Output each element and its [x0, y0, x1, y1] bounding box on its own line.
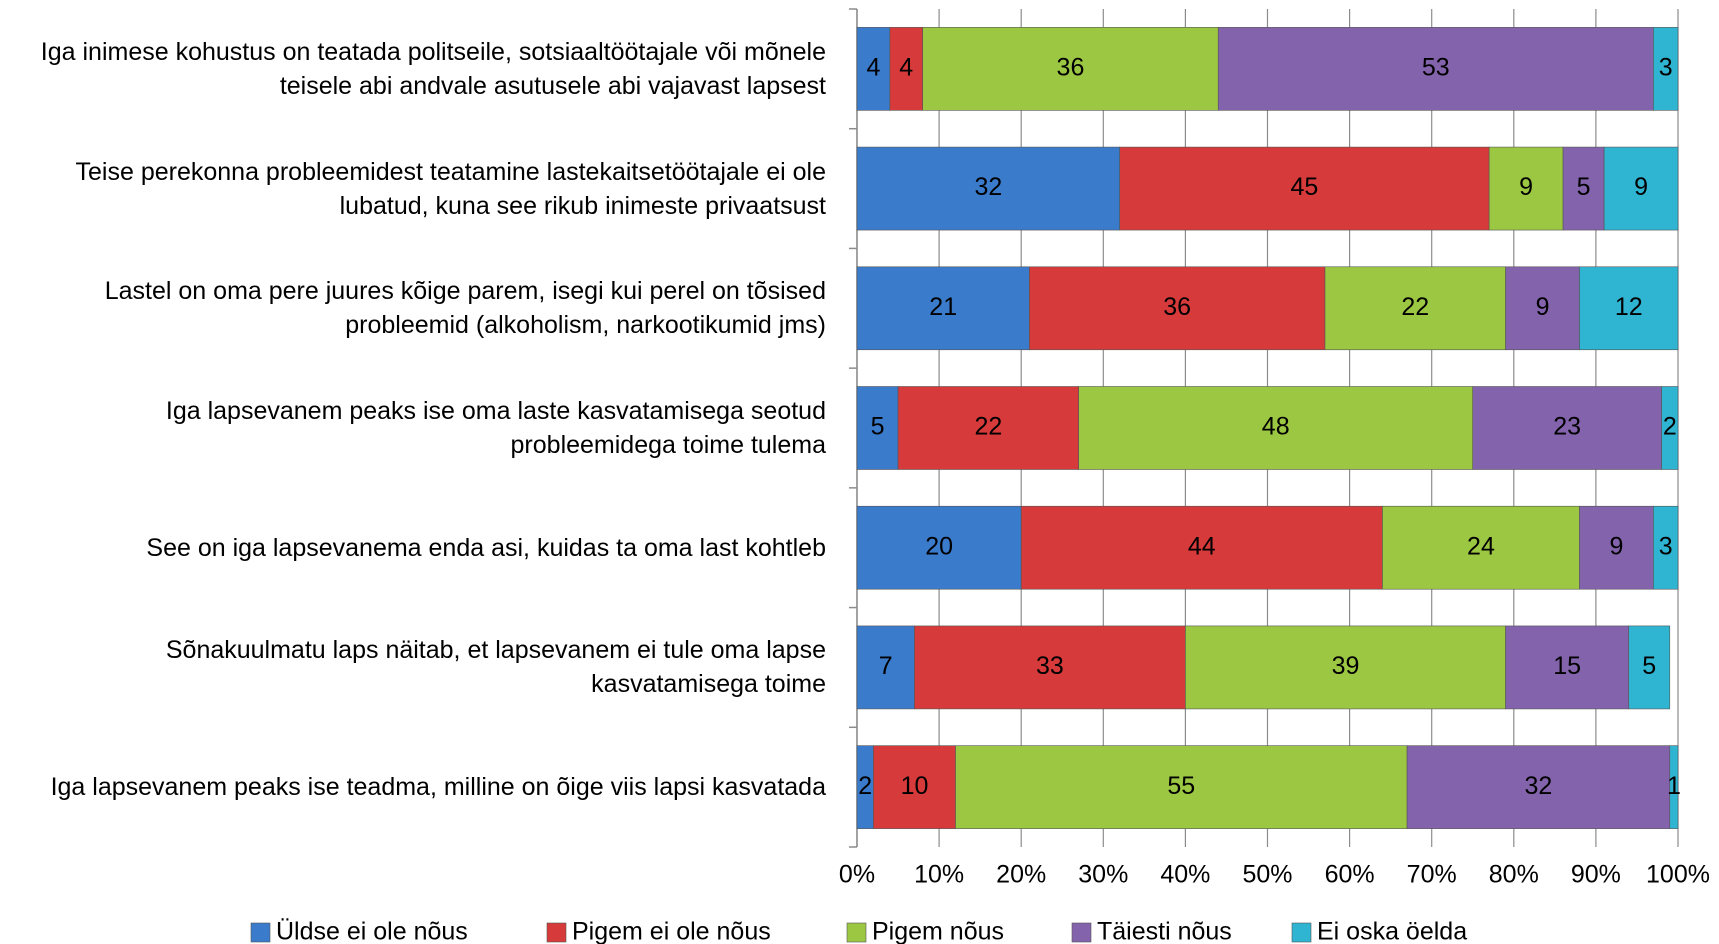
- data-label: 32: [1525, 772, 1553, 800]
- bar-segment: [1324, 266, 1506, 351]
- bar-segment: [1579, 266, 1679, 351]
- data-label: 44: [1188, 532, 1216, 560]
- x-tick-label: 100%: [1646, 861, 1710, 889]
- data-label: 21: [929, 293, 957, 321]
- data-label: 9: [1609, 532, 1623, 560]
- bar-segment: [897, 386, 1079, 470]
- category-label: Iga lapsevanem peaks ise oma laste kasva…: [165, 397, 826, 459]
- bar-segment: [856, 625, 915, 710]
- data-label: 48: [1262, 413, 1290, 441]
- bar-segment: [1078, 386, 1474, 470]
- legend-label: Pigem ei ole nõus: [572, 918, 771, 944]
- data-label: 22: [1401, 293, 1429, 321]
- x-tick-label: 30%: [1078, 861, 1128, 889]
- bar-segment: [1505, 266, 1580, 351]
- data-label: 20: [925, 532, 953, 560]
- bar-segment: [1628, 625, 1671, 710]
- data-label: 1: [1667, 772, 1681, 800]
- bar-segment: [914, 625, 1186, 710]
- data-label: 24: [1467, 532, 1495, 560]
- category-label: Teise perekonna probleemidest teatamine …: [75, 157, 826, 220]
- data-label: 36: [1057, 53, 1085, 81]
- x-tick-label: 20%: [996, 861, 1046, 889]
- data-label: 3: [1659, 53, 1673, 81]
- bar-segment: [1217, 27, 1654, 111]
- data-label: 9: [1536, 293, 1550, 321]
- category-label: Iga lapsevanem peaks ise teadma, milline…: [50, 773, 826, 802]
- category-label: Lastel on oma pere juures kõige parem, i…: [104, 277, 826, 340]
- data-label: 2: [858, 772, 872, 800]
- legend-swatch: [1071, 922, 1092, 943]
- bar-segment: [1406, 745, 1671, 829]
- category-label: Sõnakuulmatu laps näitab, et lapsevanem …: [165, 636, 826, 699]
- data-label: 32: [974, 173, 1002, 201]
- data-label: 15: [1553, 652, 1581, 680]
- bar-segment: [1579, 505, 1654, 590]
- legend-label: Ei oska öelda: [1317, 918, 1467, 944]
- legend-label: Täiesti nõus: [1097, 918, 1232, 944]
- data-label: 7: [879, 652, 893, 680]
- category-label: Iga inimese kohustus on teatada politsei…: [40, 37, 826, 100]
- legend-label: Üldse ei ole nõus: [276, 918, 468, 944]
- bar-segment: [1661, 386, 1679, 470]
- bar-segment: [856, 146, 1121, 231]
- bar-segment: [856, 386, 899, 470]
- legend-swatch: [1291, 922, 1312, 943]
- legend-swatch: [546, 922, 567, 943]
- data-label: 9: [1519, 173, 1533, 201]
- data-label: 33: [1036, 652, 1064, 680]
- bar-segment: [1653, 27, 1679, 111]
- bar-segment: [856, 266, 1030, 351]
- data-label: 36: [1163, 293, 1191, 321]
- bar-segment: [1603, 146, 1679, 231]
- x-tick-label: 90%: [1571, 861, 1621, 889]
- legend-label: Pigem nõus: [872, 918, 1004, 944]
- data-label: 5: [871, 413, 885, 441]
- bar-segment: [1119, 146, 1490, 231]
- data-label: 23: [1553, 413, 1581, 441]
- legend-swatch: [250, 922, 271, 943]
- data-label: 55: [1167, 772, 1195, 800]
- data-label: 3: [1659, 532, 1673, 560]
- bar-segment: [889, 27, 923, 111]
- x-tick-label: 0%: [839, 861, 875, 889]
- bar-segment: [1382, 505, 1580, 590]
- legend-swatch: [846, 922, 867, 943]
- bar-segment: [1488, 146, 1564, 231]
- data-label: 53: [1422, 53, 1450, 81]
- category-label: See on iga lapsevanema enda asi, kuidas …: [146, 533, 826, 562]
- bar-segment: [922, 27, 1219, 111]
- bar-segment: [1562, 146, 1605, 231]
- x-tick-label: 10%: [914, 861, 964, 889]
- data-label: 9: [1634, 173, 1648, 201]
- x-tick-label: 50%: [1242, 861, 1292, 889]
- bar-segment: [1185, 625, 1506, 710]
- bar-segment: [856, 505, 1022, 590]
- bar-segment: [873, 745, 956, 829]
- data-label: 45: [1291, 173, 1319, 201]
- x-tick-label: 40%: [1160, 861, 1210, 889]
- data-label: 4: [866, 53, 880, 81]
- bar-segment: [1653, 505, 1679, 590]
- data-label: 2: [1663, 413, 1677, 441]
- bar-segment: [1669, 745, 1679, 829]
- data-label: 12: [1615, 293, 1643, 321]
- bar-segment: [856, 27, 891, 111]
- x-tick-label: 80%: [1489, 861, 1539, 889]
- data-label: 4: [899, 53, 913, 81]
- data-label: 5: [1642, 652, 1656, 680]
- data-label: 39: [1332, 652, 1360, 680]
- x-tick-label: 60%: [1325, 861, 1375, 889]
- bar-segment: [1020, 505, 1383, 590]
- data-label: 10: [901, 772, 929, 800]
- data-label: 5: [1577, 173, 1591, 201]
- x-tick-label: 70%: [1407, 861, 1457, 889]
- bar-segment: [1505, 625, 1630, 710]
- data-label: 22: [974, 413, 1002, 441]
